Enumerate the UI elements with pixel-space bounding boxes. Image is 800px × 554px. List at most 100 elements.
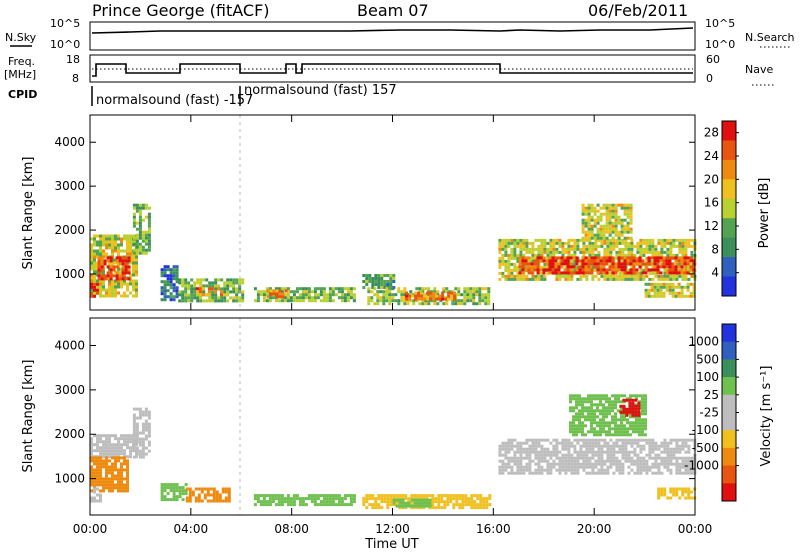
vel-cell xyxy=(135,443,138,447)
power-cell xyxy=(636,256,640,260)
power-cell xyxy=(666,241,670,245)
power-cell xyxy=(207,293,211,297)
vel-cell xyxy=(197,499,201,503)
nsearch-label: N.Search xyxy=(745,31,795,44)
power-cell xyxy=(630,247,634,251)
velocity-colorbar-segment xyxy=(722,412,736,431)
vel-cell xyxy=(546,447,550,451)
power-cell xyxy=(232,287,236,291)
vel-cell xyxy=(513,438,517,442)
power-cell xyxy=(552,244,556,248)
vel-cell xyxy=(602,409,605,413)
vel-cell xyxy=(522,447,526,451)
power-cell xyxy=(478,293,482,297)
power-cell xyxy=(193,293,197,297)
power-cell xyxy=(680,256,684,260)
vel-cell xyxy=(578,409,581,413)
power-cell xyxy=(584,218,588,222)
vel-cell xyxy=(582,468,586,472)
power-colorbar-segment xyxy=(722,218,736,239)
power-cell xyxy=(587,259,591,263)
power-cell xyxy=(626,203,630,207)
power-cell xyxy=(611,221,615,225)
power-cell xyxy=(121,262,125,266)
power-cell xyxy=(585,238,589,242)
vel-cell xyxy=(675,456,679,460)
vel-cell xyxy=(657,465,661,469)
power-cell xyxy=(166,280,170,284)
vel-cell xyxy=(197,487,201,491)
power-cell xyxy=(421,287,425,291)
power-cell xyxy=(587,271,591,275)
vel-cell xyxy=(102,446,105,450)
power-cell xyxy=(232,278,236,282)
power-cell xyxy=(453,294,457,298)
power-cell xyxy=(120,285,123,289)
power-cell xyxy=(644,268,648,272)
vel-cell xyxy=(644,406,647,410)
power-cell xyxy=(210,287,214,291)
vel-cell xyxy=(328,503,332,507)
vel-cell xyxy=(570,468,574,472)
vel-cell xyxy=(377,506,381,510)
vel-cell xyxy=(114,456,117,460)
vel-cell xyxy=(528,444,532,448)
power-cell xyxy=(97,256,101,260)
vel-cell xyxy=(638,427,641,431)
vel-cell xyxy=(123,468,126,472)
power-cell xyxy=(557,271,561,275)
vel-cell xyxy=(380,500,384,504)
power-cell xyxy=(590,203,594,207)
power-cell xyxy=(132,264,135,268)
power-cell xyxy=(546,271,550,275)
power-cell xyxy=(668,262,672,266)
power-cell xyxy=(253,299,257,303)
power-cell xyxy=(501,262,505,266)
vel-cell xyxy=(555,444,559,448)
vel-cell xyxy=(606,450,610,454)
power-cell xyxy=(232,299,236,303)
vel-cell xyxy=(645,438,649,442)
vel-cell xyxy=(105,477,108,481)
vel-cell xyxy=(531,444,535,448)
vel-cell xyxy=(224,499,228,503)
vel-cell xyxy=(596,421,599,425)
vel-cell xyxy=(633,438,637,442)
power-cell xyxy=(223,299,227,303)
power-cell xyxy=(581,230,585,234)
power-cell xyxy=(507,253,511,257)
power-cell xyxy=(316,293,320,297)
power-cell xyxy=(469,290,473,294)
vel-cell xyxy=(443,500,447,504)
vel-cell xyxy=(606,441,610,445)
power-cell xyxy=(99,252,102,256)
vel-cell xyxy=(588,447,592,451)
power-cell xyxy=(367,287,371,291)
vel-cell xyxy=(575,406,578,410)
power-cell xyxy=(316,296,320,300)
vel-cell xyxy=(111,474,114,478)
power-cell xyxy=(587,268,591,272)
power-cell xyxy=(208,284,212,288)
power-cell xyxy=(93,255,96,259)
vel-cell xyxy=(473,500,477,504)
power-cell xyxy=(406,299,410,303)
vel-cell xyxy=(639,456,643,460)
power-cell xyxy=(504,259,508,263)
power-cell xyxy=(654,244,658,248)
power-cell xyxy=(367,290,371,294)
power-cell xyxy=(611,268,615,272)
power-cell xyxy=(611,224,615,228)
power-cell xyxy=(632,268,636,272)
power-cell xyxy=(187,284,191,288)
vel-cell xyxy=(579,450,583,454)
power-cell xyxy=(600,241,604,245)
vel-cell xyxy=(597,468,601,472)
vel-cell xyxy=(587,394,590,398)
vel-cell xyxy=(507,450,511,454)
power-cell xyxy=(666,268,670,272)
vel-cell xyxy=(482,500,486,504)
vel-cell xyxy=(570,459,574,463)
power-cell xyxy=(123,291,126,295)
vel-cell xyxy=(334,503,338,507)
